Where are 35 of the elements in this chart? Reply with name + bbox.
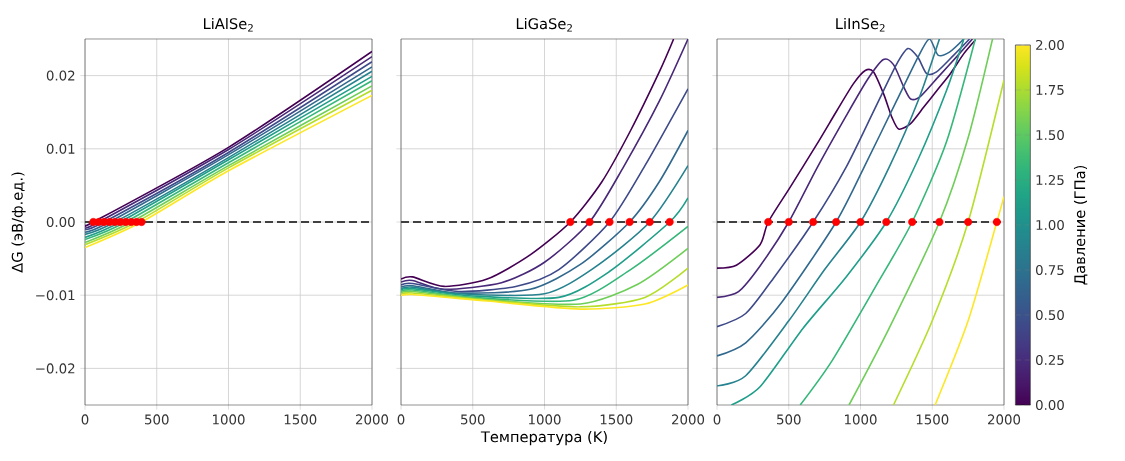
color-bar-label: 1.00 — [1036, 219, 1064, 231]
x-tick-label: 1500 — [284, 414, 317, 425]
y-tick-label: −0.01 — [36, 290, 75, 301]
color-bar-label: 2.00 — [1036, 39, 1064, 51]
color-bar-label: 0.75 — [1035, 264, 1064, 276]
x-tick-label: 1000 — [529, 414, 561, 425]
y-tick-label: 0.01 — [46, 143, 75, 154]
color-bar-label: 1.75 — [1036, 85, 1064, 95]
x-tick-label: 500 — [777, 414, 801, 425]
x-tick-label: 1000 — [213, 414, 245, 425]
x-axis-title: Температура (K) — [480, 430, 607, 446]
color-bar-title: Давление (ГПа) — [1073, 165, 1088, 285]
x-tick-label: 500 — [461, 414, 485, 425]
x-tick-label: 1500 — [600, 414, 633, 425]
y-tick-label: −0.02 — [36, 363, 75, 374]
color-bar-label: 1.50 — [1036, 129, 1064, 141]
color-bar-label: 1.25 — [1036, 174, 1064, 186]
x-tick-label: 0 — [713, 414, 721, 425]
chart-title: LiInSe$_{2}$ — [836, 17, 885, 32]
y-tick-label: 0.00 — [46, 216, 75, 228]
y-tick-label: 0.02 — [46, 70, 75, 81]
y-axis-title: ΔG (эВ/ф.ед.) — [11, 172, 26, 273]
chart-title: LiAlSe$_{2}$ — [204, 17, 253, 32]
x-tick-label: 2000 — [356, 414, 389, 425]
x-tick-label: 1000 — [845, 414, 877, 425]
color-bar-label: 0.25 — [1035, 354, 1064, 366]
x-tick-label: 2000 — [988, 414, 1021, 425]
x-tick-label: 2000 — [672, 414, 705, 425]
chart-title: LiGaSe$_{2}$ — [516, 17, 572, 32]
x-tick-label: 500 — [145, 414, 169, 425]
color-bar-label: 0.50 — [1035, 309, 1064, 321]
x-tick-label: 1500 — [916, 414, 949, 425]
x-tick-label: 0 — [81, 414, 89, 425]
color-bar-label: 0.00 — [1035, 399, 1064, 411]
x-tick-label: 0 — [397, 414, 405, 425]
